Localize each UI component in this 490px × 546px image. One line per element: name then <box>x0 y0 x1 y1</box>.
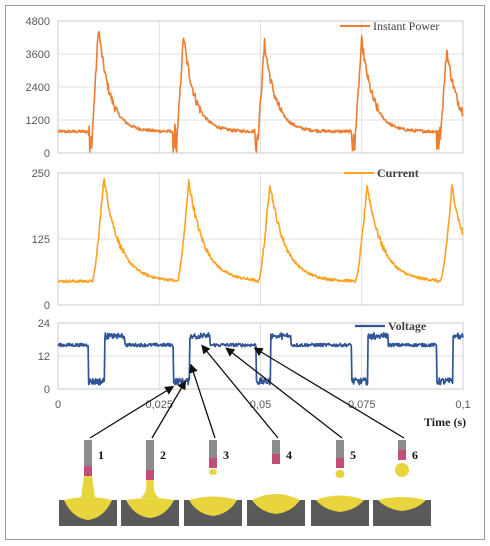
y-tick-label: 24 <box>38 318 50 330</box>
y-tick-label: 3600 <box>26 49 50 61</box>
x-axis-title: Time (s) <box>424 415 466 429</box>
y-tick-label: 0 <box>44 384 50 396</box>
electrode-tip <box>272 454 280 464</box>
necking-bridge <box>141 480 159 498</box>
current-panel: 0 125 250 Current <box>32 166 464 312</box>
stage-arrow <box>253 347 405 439</box>
stage-arrow <box>89 385 175 439</box>
power-gridlines <box>58 21 463 153</box>
power-legend-label: Instant Power <box>373 19 439 33</box>
current-legend-label: Current <box>377 166 419 180</box>
growing-droplet <box>335 470 345 478</box>
electrode-tip <box>398 450 406 460</box>
stage-arrow <box>189 363 216 439</box>
electrode-tip <box>209 458 217 468</box>
current-y-ticks: 0 125 250 <box>32 168 50 312</box>
y-tick-label: 12 <box>38 351 50 363</box>
x-tick-label: 0 <box>55 399 61 411</box>
stage-6: 6 <box>373 440 431 526</box>
y-tick-label: 0 <box>44 300 50 312</box>
stage-number: 5 <box>350 448 356 462</box>
electrode-tip <box>146 470 154 480</box>
electrode-wire <box>398 440 406 452</box>
stage-4: 4 <box>247 440 305 526</box>
liquid-bridge <box>81 476 95 497</box>
x-tick-label: 0,1 <box>455 399 470 411</box>
x-tick-label: 0,025 <box>145 399 173 411</box>
voltage-panel: 0 12 24 0 0,025 0,05 0,075 0,1 Voltage Time (s… <box>38 318 471 429</box>
figure-border <box>5 5 485 540</box>
current-series-line <box>57 178 464 284</box>
y-tick-label: 2400 <box>26 82 50 94</box>
power-y-ticks: 0 1200 2400 3600 4800 <box>26 16 50 160</box>
power-series-line <box>57 30 464 153</box>
stage-number: 6 <box>412 448 418 462</box>
large-droplet <box>395 463 409 477</box>
stage-number: 4 <box>286 448 292 462</box>
stage-arrow <box>151 380 187 439</box>
y-tick-label: 250 <box>32 168 50 180</box>
stage-arrows <box>89 344 405 439</box>
voltage-x-ticks: 0 0,025 0,05 0,075 0,1 <box>55 399 471 411</box>
electrode-wire <box>146 440 154 472</box>
x-tick-label: 0,05 <box>250 399 271 411</box>
y-tick-label: 0 <box>44 148 50 160</box>
stage-illustrations: 1 2 3 4 5 6 <box>59 440 431 526</box>
y-tick-label: 4800 <box>26 16 50 28</box>
electrode-tip <box>84 466 92 476</box>
x-tick-label: 0,075 <box>348 399 376 411</box>
current-gridlines <box>58 173 463 305</box>
stage-5: 5 <box>311 440 369 526</box>
weld-pool <box>316 495 364 512</box>
stage-number: 1 <box>98 448 104 462</box>
weld-pool <box>126 498 174 518</box>
voltage-y-ticks: 0 12 24 <box>38 318 50 396</box>
weld-pool <box>189 496 237 516</box>
stage-1: 1 <box>59 440 117 526</box>
stage-3: 3 <box>184 440 242 526</box>
stage-arrow <box>225 347 343 439</box>
stage-arrow <box>201 344 279 439</box>
electrode-tip <box>336 458 344 468</box>
stage-number: 3 <box>223 448 229 462</box>
electrode-wire <box>336 440 344 460</box>
y-tick-label: 1200 <box>26 115 50 127</box>
stage-number: 2 <box>160 448 166 462</box>
power-panel: 0 1200 2400 3600 4800 Instant Power <box>26 16 464 160</box>
voltage-legend-label: Voltage <box>388 319 427 333</box>
weld-pool <box>64 497 112 520</box>
stage-2: 2 <box>121 440 179 526</box>
detached-droplet <box>209 469 217 475</box>
weld-pool <box>378 497 426 511</box>
weld-pool <box>252 494 300 514</box>
voltage-series-line <box>57 332 464 386</box>
electrode-wire <box>209 440 217 460</box>
electrode-wire <box>84 440 92 468</box>
y-tick-label: 125 <box>32 234 50 246</box>
electrode-wire <box>272 440 280 456</box>
